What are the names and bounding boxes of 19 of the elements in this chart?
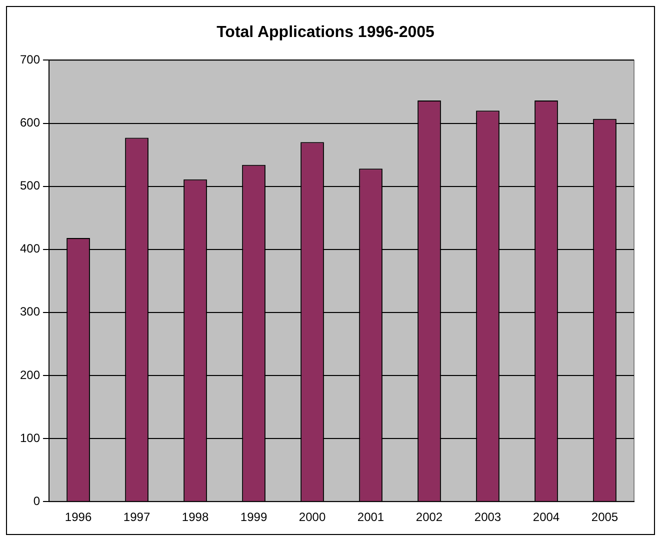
x-tick-label: 1999 xyxy=(240,510,268,524)
y-tick-label: 600 xyxy=(20,116,40,130)
x-tick-label: 1996 xyxy=(64,510,92,524)
x-tick-label: 2003 xyxy=(474,510,502,524)
chart-title: Total Applications 1996-2005 xyxy=(216,24,435,42)
y-tick-label: 400 xyxy=(20,242,40,256)
y-tick-label: 500 xyxy=(20,178,40,193)
y-tick-label: 300 xyxy=(20,304,40,319)
x-tick-label: 2001 xyxy=(357,510,384,524)
x-tick-label: 2000 xyxy=(298,510,326,524)
x-tick-label: 2005 xyxy=(591,510,618,524)
x-tick-label: 2004 xyxy=(532,510,560,524)
y-tick-label: 200 xyxy=(20,368,40,382)
x-tick-label: 1997 xyxy=(123,510,150,524)
x-tick-label: 1998 xyxy=(182,510,209,524)
x-tick-label: 2002 xyxy=(416,510,443,524)
y-tick-label: 0 xyxy=(33,494,40,508)
y-tick-label: 100 xyxy=(20,430,40,445)
y-tick-label: 700 xyxy=(20,52,40,67)
